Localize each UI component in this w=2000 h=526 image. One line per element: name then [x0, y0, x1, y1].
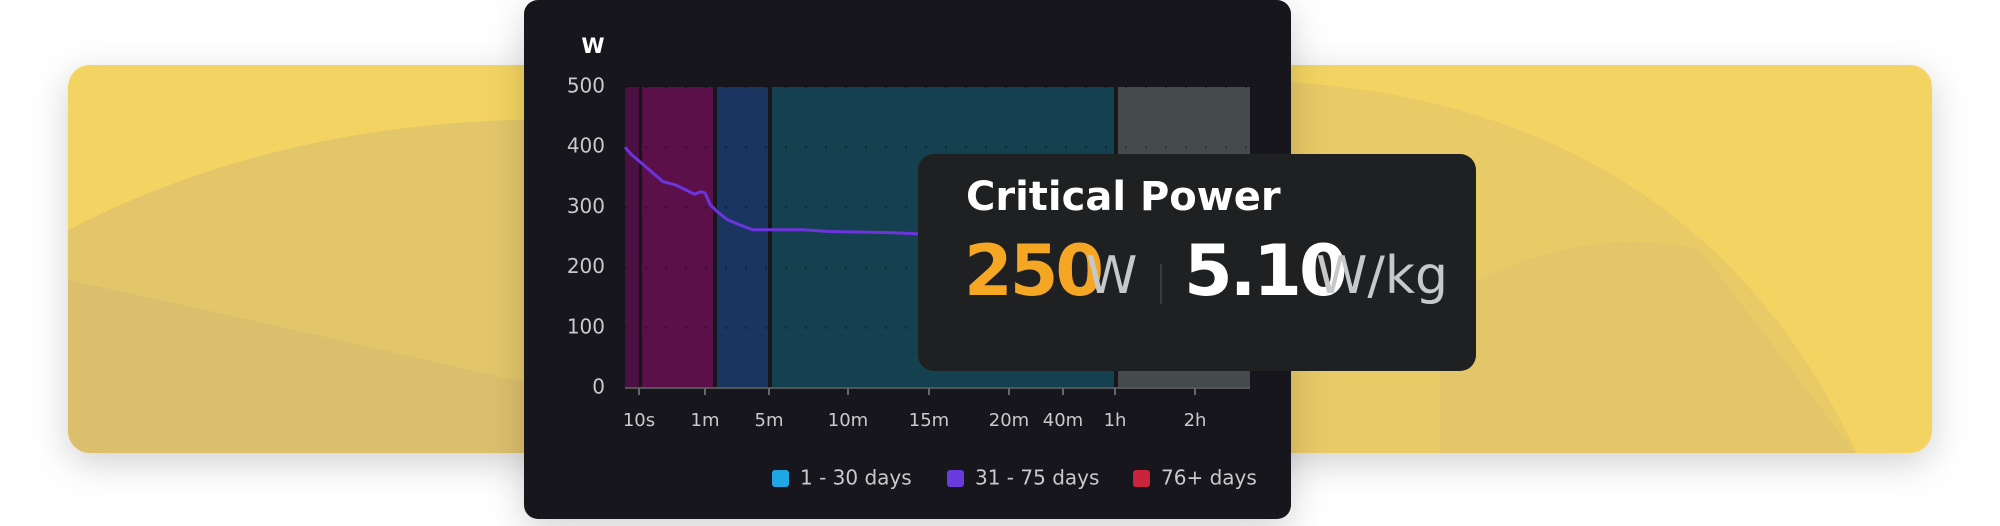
legend-swatch — [947, 470, 964, 487]
x-tick-label: 1h — [1104, 410, 1127, 431]
power-value: 250 — [964, 230, 1104, 312]
x-tick-label: 40m — [1043, 410, 1083, 431]
ratio-value: 5.10 — [1184, 230, 1348, 312]
x-tick-label: 10s — [623, 410, 655, 431]
legend-label: 31 - 75 days — [975, 466, 1099, 490]
y-tick-label: 0 — [592, 375, 605, 399]
legend-label: 76+ days — [1161, 466, 1257, 490]
x-tick-label: 20m — [989, 410, 1029, 431]
y-tick-label: 100 — [567, 314, 605, 338]
x-tick-label: 2h — [1184, 410, 1207, 431]
x-tick-label: 1m — [691, 410, 720, 431]
card-title: Critical Power — [966, 174, 1281, 220]
y-tick-label: 300 — [567, 194, 605, 218]
y-axis-label: W — [581, 34, 604, 58]
x-tick-label: 10m — [828, 410, 868, 431]
power-curve — [623, 146, 1010, 236]
legend-label: 1 - 30 days — [800, 466, 912, 490]
legend-swatch — [1133, 470, 1150, 487]
y-tick-label: 200 — [567, 254, 605, 278]
ratio-unit: W/kg — [1316, 246, 1449, 306]
y-tick-label: 400 — [567, 134, 605, 158]
zone — [625, 87, 639, 388]
divider — [1160, 264, 1162, 304]
y-tick-label: 500 — [567, 74, 605, 98]
power-unit: W — [1086, 246, 1138, 306]
legend-swatch — [772, 470, 789, 487]
critical-power-card: Critical Power 250 W 5.10 W/kg — [918, 154, 1476, 371]
zone — [642, 87, 713, 388]
x-tick-label: 5m — [755, 410, 784, 431]
x-tick-label: 15m — [909, 410, 949, 431]
zone — [717, 87, 768, 388]
